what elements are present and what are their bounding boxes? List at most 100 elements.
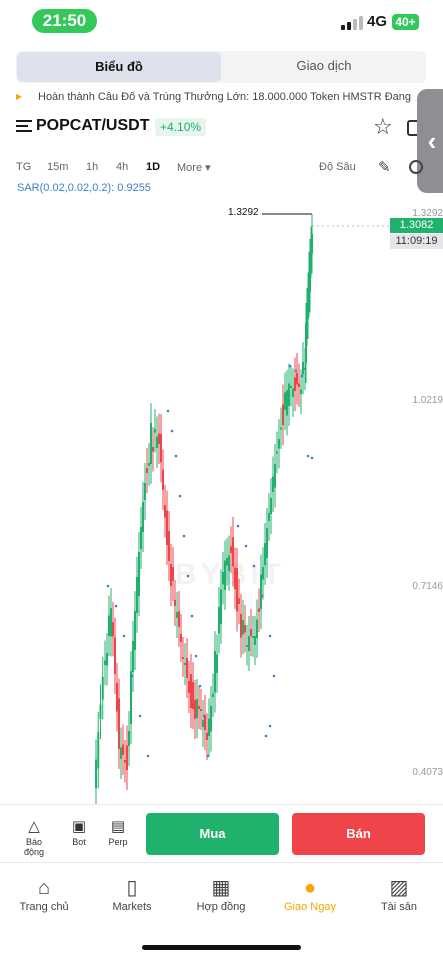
candle-body bbox=[130, 671, 132, 724]
menu-icon[interactable] bbox=[16, 120, 32, 134]
nav-contracts[interactable]: ▦ Hợp đồng bbox=[186, 875, 256, 913]
tab-chart[interactable]: Biểu đồ bbox=[17, 52, 221, 82]
candle-body bbox=[248, 636, 250, 651]
candle-body bbox=[258, 608, 260, 612]
candle-body bbox=[272, 476, 274, 492]
candle-body bbox=[190, 674, 192, 708]
candle-body bbox=[256, 619, 258, 638]
sell-button[interactable]: Bán bbox=[292, 813, 425, 855]
nav-home[interactable]: ⌂ Trang chủ bbox=[9, 875, 79, 913]
tf-1d[interactable]: 1D bbox=[146, 161, 161, 173]
symbol-header: POPCAT/USDT +4.10% ☆ bbox=[16, 114, 436, 140]
sar-dot bbox=[294, 369, 298, 373]
candle-body bbox=[214, 651, 216, 693]
sar-dot bbox=[170, 429, 174, 433]
pencil-icon[interactable]: ✎ bbox=[378, 159, 391, 176]
tf-more[interactable]: More ▾ bbox=[177, 162, 211, 174]
wallet-icon: ▨ bbox=[389, 877, 409, 899]
candles-icon: ▯ bbox=[126, 877, 138, 899]
candle-body bbox=[250, 629, 252, 636]
candle-body bbox=[304, 368, 306, 370]
candle-body bbox=[140, 527, 142, 549]
sar-dot bbox=[252, 564, 256, 568]
nav-spot[interactable]: ● Giao Ngay bbox=[275, 875, 345, 913]
tf-1h[interactable]: 1h bbox=[86, 161, 99, 173]
candle-body bbox=[116, 683, 118, 712]
candle-body bbox=[180, 634, 182, 642]
candle-body bbox=[176, 612, 178, 618]
candle-body bbox=[305, 323, 307, 363]
candle-body bbox=[166, 510, 168, 545]
sar-dot bbox=[272, 674, 276, 678]
nav-markets-label: Markets bbox=[112, 901, 152, 913]
bot-button[interactable]: ▣ Bot bbox=[61, 817, 97, 847]
candle-body bbox=[120, 747, 122, 759]
tab-trade[interactable]: Giao dịch bbox=[296, 58, 352, 73]
candle-body bbox=[222, 572, 224, 585]
candle-body bbox=[158, 433, 160, 444]
bell-icon: △ bbox=[28, 818, 40, 835]
candle-body bbox=[182, 657, 184, 659]
candle-body bbox=[104, 660, 106, 665]
bottom-nav: ⌂ Trang chủ ▯ Markets ▦ Hợp đồng ● Giao … bbox=[0, 862, 443, 932]
tf-15m[interactable]: 15m bbox=[47, 161, 69, 173]
spot-icon: ● bbox=[303, 877, 317, 899]
candlestick-chart[interactable]: BYBIT 1.3292 1.0219 0.7146 0.4073 bbox=[0, 196, 443, 804]
candle-body bbox=[276, 451, 278, 454]
candle-body bbox=[216, 654, 218, 673]
nav-assets[interactable]: ▨ Tài sản bbox=[364, 875, 434, 913]
candle-body bbox=[208, 718, 210, 736]
sar-dot bbox=[198, 684, 202, 688]
trading-pair[interactable]: POPCAT/USDT bbox=[36, 117, 150, 134]
candle-body bbox=[142, 502, 144, 532]
candle-body bbox=[290, 386, 292, 388]
perp-icon: ▤ bbox=[110, 818, 126, 835]
sar-dot bbox=[186, 574, 190, 578]
candle-body bbox=[238, 598, 240, 604]
candle-body bbox=[244, 625, 246, 633]
candle-body bbox=[296, 373, 298, 385]
tf-4h[interactable]: 4h bbox=[116, 161, 129, 173]
sar-dot bbox=[288, 364, 292, 368]
candle-body bbox=[294, 377, 296, 391]
nav-contracts-label: Hợp đồng bbox=[196, 901, 246, 913]
high-price-label: 1.3292 bbox=[228, 207, 259, 218]
sar-dot bbox=[194, 654, 198, 658]
candle-body bbox=[202, 720, 204, 727]
candle-body bbox=[307, 293, 309, 319]
buy-button[interactable]: Mua bbox=[146, 813, 279, 855]
candle-body bbox=[224, 560, 226, 590]
nav-markets[interactable]: ▯ Markets bbox=[97, 875, 167, 913]
candle-body bbox=[114, 637, 116, 674]
candle-body bbox=[280, 427, 282, 430]
candle-body bbox=[302, 362, 304, 375]
candle-body bbox=[254, 636, 256, 645]
depth-tab[interactable]: Độ Sâu bbox=[319, 161, 356, 173]
candle-body bbox=[184, 663, 186, 665]
price-change-badge: +4.10% bbox=[155, 118, 207, 136]
favorite-star-icon[interactable]: ☆ bbox=[373, 114, 393, 139]
candle-body bbox=[146, 468, 148, 473]
candle-body bbox=[164, 505, 166, 518]
sar-dot bbox=[166, 409, 170, 413]
candle-body bbox=[284, 392, 286, 410]
candle-body bbox=[260, 574, 262, 609]
sar-dot bbox=[202, 714, 206, 718]
perp-button[interactable]: ▤ Perp bbox=[100, 817, 136, 847]
side-panel-handle[interactable]: ‹ bbox=[417, 89, 443, 193]
candle-body bbox=[134, 611, 136, 650]
network-type: 4G bbox=[367, 13, 388, 30]
candle-body bbox=[112, 622, 114, 637]
alert-button[interactable]: △ Báo động bbox=[16, 817, 52, 857]
timeframe-bar: TG 15m 1h 4h 1D More ▾ Độ Sâu ✎ bbox=[16, 159, 436, 178]
status-time: 21:50 bbox=[32, 9, 97, 33]
sar-dot bbox=[236, 524, 240, 528]
tf-tg[interactable]: TG bbox=[16, 161, 32, 173]
sar-dot bbox=[182, 534, 186, 538]
candle-body bbox=[298, 383, 300, 387]
settings-icon[interactable] bbox=[409, 160, 423, 174]
contract-icon: ▦ bbox=[211, 877, 231, 899]
announcement-bar[interactable]: ▸ Hoàn thành Câu Đố và Trúng Thưởng Lớn: … bbox=[16, 89, 411, 107]
candle-body bbox=[150, 423, 152, 464]
candle-body bbox=[240, 614, 242, 638]
